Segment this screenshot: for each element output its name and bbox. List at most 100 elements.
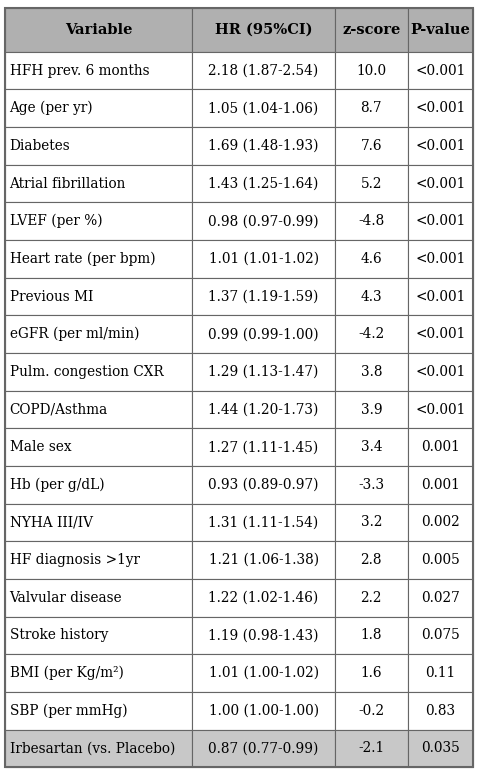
Text: Valvular disease: Valvular disease <box>10 591 122 604</box>
Text: 1.21 (1.06-1.38): 1.21 (1.06-1.38) <box>208 553 319 567</box>
Text: eGFR (per ml/min): eGFR (per ml/min) <box>10 327 139 342</box>
Text: 10.0: 10.0 <box>356 64 386 78</box>
Text: Pulm. congestion CXR: Pulm. congestion CXR <box>10 365 163 379</box>
Text: 8.7: 8.7 <box>360 102 382 115</box>
Text: 1.01 (1.01-1.02): 1.01 (1.01-1.02) <box>208 252 319 266</box>
Text: 1.22 (1.02-1.46): 1.22 (1.02-1.46) <box>208 591 319 604</box>
Text: 0.035: 0.035 <box>421 742 460 756</box>
Bar <box>335 315 408 353</box>
Bar <box>5 8 192 52</box>
Bar <box>192 466 335 504</box>
Bar <box>192 353 335 391</box>
Bar <box>408 654 473 692</box>
Bar <box>335 729 408 767</box>
Bar <box>192 692 335 729</box>
Text: SBP (per mmHg): SBP (per mmHg) <box>10 704 127 718</box>
Text: <0.001: <0.001 <box>415 102 466 115</box>
Bar <box>335 127 408 165</box>
Text: 3.8: 3.8 <box>360 365 382 379</box>
Text: 1.29 (1.13-1.47): 1.29 (1.13-1.47) <box>208 365 319 379</box>
Text: P-value: P-value <box>411 22 470 36</box>
Bar <box>192 654 335 692</box>
Text: 3.2: 3.2 <box>360 515 382 529</box>
Bar <box>408 165 473 202</box>
Text: 0.005: 0.005 <box>421 553 460 567</box>
Bar <box>192 504 335 541</box>
Text: 1.05 (1.04-1.06): 1.05 (1.04-1.06) <box>208 102 319 115</box>
Text: HFH prev. 6 months: HFH prev. 6 months <box>10 64 149 78</box>
Text: 3.4: 3.4 <box>360 440 382 454</box>
Text: 2.8: 2.8 <box>360 553 382 567</box>
Bar <box>192 617 335 654</box>
Text: Stroke history: Stroke history <box>10 629 108 642</box>
Text: 1.00 (1.00-1.00): 1.00 (1.00-1.00) <box>208 704 319 718</box>
Bar <box>335 202 408 240</box>
Bar <box>335 277 408 315</box>
Bar <box>5 240 192 277</box>
Bar <box>5 89 192 127</box>
Bar <box>408 579 473 617</box>
Text: Hb (per g/dL): Hb (per g/dL) <box>10 477 104 492</box>
Bar <box>408 202 473 240</box>
Text: <0.001: <0.001 <box>415 139 466 153</box>
Bar <box>192 541 335 579</box>
Bar <box>192 127 335 165</box>
Text: 1.8: 1.8 <box>360 629 382 642</box>
Bar <box>408 391 473 429</box>
Bar <box>408 127 473 165</box>
Text: <0.001: <0.001 <box>415 402 466 416</box>
Bar <box>5 729 192 767</box>
Bar <box>192 52 335 89</box>
Bar <box>408 240 473 277</box>
Text: 1.43 (1.25-1.64): 1.43 (1.25-1.64) <box>208 177 319 191</box>
Text: 1.69 (1.48-1.93): 1.69 (1.48-1.93) <box>208 139 319 153</box>
Text: 0.87 (0.77-0.99): 0.87 (0.77-0.99) <box>208 742 319 756</box>
Bar <box>335 541 408 579</box>
Bar <box>408 315 473 353</box>
Bar <box>408 692 473 729</box>
Text: 0.027: 0.027 <box>421 591 460 604</box>
Bar <box>408 8 473 52</box>
Bar <box>192 202 335 240</box>
Bar <box>335 89 408 127</box>
Bar <box>5 202 192 240</box>
Text: <0.001: <0.001 <box>415 214 466 229</box>
Text: 0.99 (0.99-1.00): 0.99 (0.99-1.00) <box>208 327 319 341</box>
Text: -4.2: -4.2 <box>358 327 384 341</box>
Text: 1.19 (0.98-1.43): 1.19 (0.98-1.43) <box>208 629 319 642</box>
Bar <box>5 165 192 202</box>
Bar <box>5 617 192 654</box>
Text: Male sex: Male sex <box>10 440 71 454</box>
Bar <box>408 429 473 466</box>
Bar <box>5 315 192 353</box>
Bar <box>5 277 192 315</box>
Text: -2.1: -2.1 <box>358 742 384 756</box>
Bar <box>5 579 192 617</box>
Text: 1.44 (1.20-1.73): 1.44 (1.20-1.73) <box>208 402 319 416</box>
Bar <box>335 579 408 617</box>
Bar <box>408 729 473 767</box>
Text: <0.001: <0.001 <box>415 327 466 341</box>
Text: 2.18 (1.87-2.54): 2.18 (1.87-2.54) <box>208 64 319 78</box>
Bar <box>5 692 192 729</box>
Bar <box>408 52 473 89</box>
Text: NYHA III/IV: NYHA III/IV <box>10 515 93 529</box>
Bar <box>192 240 335 277</box>
Bar <box>335 52 408 89</box>
Text: Variable: Variable <box>65 22 132 36</box>
Text: LVEF (per %): LVEF (per %) <box>10 214 102 229</box>
Text: Diabetes: Diabetes <box>10 139 70 153</box>
Text: 1.6: 1.6 <box>360 666 382 680</box>
Bar <box>192 165 335 202</box>
Bar <box>335 466 408 504</box>
Bar <box>192 579 335 617</box>
Text: 7.6: 7.6 <box>360 139 382 153</box>
Bar <box>335 165 408 202</box>
Text: z-score: z-score <box>342 22 401 36</box>
Text: 3.9: 3.9 <box>360 402 382 416</box>
Bar <box>408 277 473 315</box>
Text: HF diagnosis >1yr: HF diagnosis >1yr <box>10 553 140 567</box>
Bar <box>335 617 408 654</box>
Text: Irbesartan (vs. Placebo): Irbesartan (vs. Placebo) <box>10 742 175 756</box>
Bar <box>335 240 408 277</box>
